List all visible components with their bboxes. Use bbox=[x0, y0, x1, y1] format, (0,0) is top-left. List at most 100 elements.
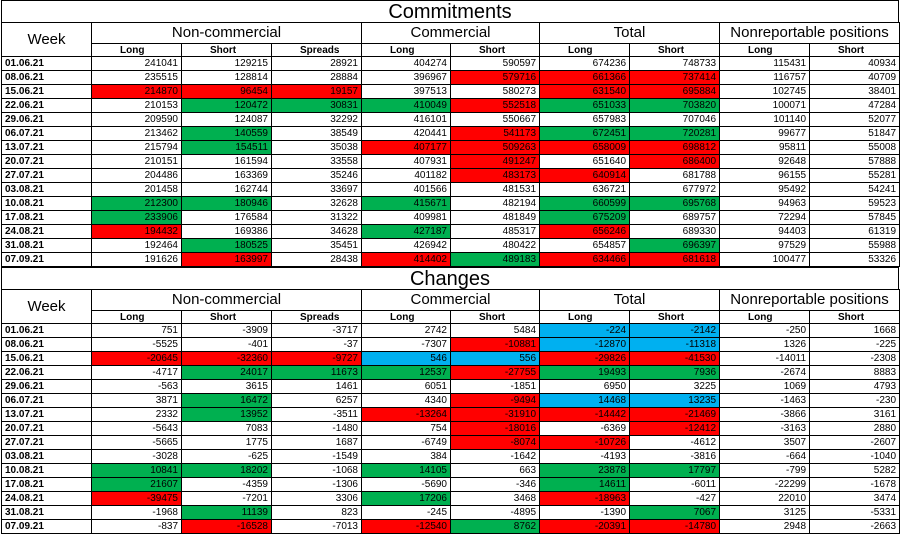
value-cell: 681618 bbox=[629, 252, 721, 267]
group-header-commercial: Commercial bbox=[360, 289, 541, 311]
value-cell: 407177 bbox=[361, 140, 451, 155]
value-cell: 3474 bbox=[809, 491, 900, 506]
table-row: 06.07.21 213462 140559 38549 420441 541173 672… bbox=[1, 126, 900, 141]
value-cell: -3163 bbox=[719, 421, 811, 436]
value-cell: 426942 bbox=[361, 238, 451, 253]
value-cell: 556 bbox=[449, 351, 541, 366]
value-cell: 1326 bbox=[719, 337, 811, 352]
value-cell: 7936 bbox=[629, 365, 721, 380]
value-cell: 677972 bbox=[629, 182, 721, 197]
week-cell: 27.07.21 bbox=[1, 435, 92, 450]
value-cell: 140559 bbox=[181, 126, 272, 141]
value-cell: 18202 bbox=[181, 463, 272, 478]
week-cell: 13.07.21 bbox=[1, 407, 92, 422]
value-cell: 1461 bbox=[271, 379, 362, 394]
table-row: 13.07.21 2332 13952 -3511 -13264 -31910 -14442… bbox=[1, 407, 900, 422]
value-cell: -5665 bbox=[91, 435, 182, 450]
week-cell: 31.08.21 bbox=[1, 238, 92, 253]
value-cell: 35038 bbox=[271, 140, 362, 155]
table-row: 06.07.21 3871 16472 6257 4340 -9494 14468 13235… bbox=[1, 393, 900, 408]
table-row: 31.08.21 192464 180525 35451 426942 480422 654… bbox=[1, 238, 900, 253]
value-cell: 656246 bbox=[539, 224, 631, 239]
week-cell: 06.07.21 bbox=[1, 393, 92, 408]
value-cell: -1968 bbox=[91, 505, 182, 520]
value-cell: -16528 bbox=[181, 519, 272, 534]
value-cell: 751 bbox=[91, 323, 182, 338]
value-cell: 1687 bbox=[271, 435, 362, 450]
value-cell: 55008 bbox=[809, 140, 900, 155]
week-cell: 27.07.21 bbox=[1, 168, 92, 183]
value-cell: 483173 bbox=[449, 168, 541, 183]
value-cell: -3511 bbox=[271, 407, 362, 422]
value-cell: -401 bbox=[181, 337, 272, 352]
value-cell: 8883 bbox=[809, 365, 900, 380]
subheader-short: Short bbox=[181, 43, 272, 57]
table-row: 01.06.21 751 -3909 -3717 2742 5484 -224 -2142 -2… bbox=[1, 323, 900, 338]
week-cell: 03.08.21 bbox=[1, 449, 92, 464]
value-cell: 51847 bbox=[809, 126, 900, 141]
value-cell: 823 bbox=[271, 505, 362, 520]
value-cell: -245 bbox=[361, 505, 451, 520]
value-cell: 663 bbox=[449, 463, 541, 478]
value-cell: 235515 bbox=[91, 70, 182, 85]
value-cell: -20645 bbox=[91, 351, 182, 366]
value-cell: -10726 bbox=[539, 435, 631, 450]
value-cell: 54241 bbox=[809, 182, 900, 197]
value-cell: 1668 bbox=[809, 323, 900, 338]
week-cell: 07.09.21 bbox=[1, 519, 92, 534]
value-cell: 681788 bbox=[629, 168, 721, 183]
value-cell: 38549 bbox=[271, 126, 362, 141]
value-cell: 384 bbox=[361, 449, 451, 464]
subheader-long: Long bbox=[719, 310, 811, 324]
value-cell: -346 bbox=[449, 477, 541, 492]
value-cell: -1549 bbox=[271, 449, 362, 464]
table-row: 13.07.21 215794 154511 35038 407177 509263 658… bbox=[1, 140, 900, 155]
value-cell: 22010 bbox=[719, 491, 811, 506]
value-cell: 6051 bbox=[361, 379, 451, 394]
value-cell: 40934 bbox=[809, 56, 900, 71]
value-cell: -225 bbox=[809, 337, 900, 352]
subheader-long: Long bbox=[539, 43, 631, 57]
value-cell: 13952 bbox=[181, 407, 272, 422]
value-cell: -2607 bbox=[809, 435, 900, 450]
table-row: 15.06.21 214870 96454 19157 397513 580273 6315… bbox=[1, 84, 900, 99]
value-cell: -625 bbox=[181, 449, 272, 464]
value-cell: -1851 bbox=[449, 379, 541, 394]
value-cell: 38401 bbox=[809, 84, 900, 99]
value-cell: 57888 bbox=[809, 154, 900, 169]
value-cell: 116757 bbox=[719, 70, 811, 85]
subheader-long: Long bbox=[91, 310, 182, 324]
value-cell: -2663 bbox=[809, 519, 900, 534]
value-cell: 5484 bbox=[449, 323, 541, 338]
value-cell: 154511 bbox=[181, 140, 272, 155]
value-cell: 654857 bbox=[539, 238, 631, 253]
value-cell: 3125 bbox=[719, 505, 811, 520]
value-cell: 31322 bbox=[271, 210, 362, 225]
subheader-spreads: Spreads bbox=[271, 43, 362, 57]
value-cell: 40709 bbox=[809, 70, 900, 85]
value-cell: 14468 bbox=[539, 393, 631, 408]
value-cell: 4793 bbox=[809, 379, 900, 394]
value-cell: 407931 bbox=[361, 154, 451, 169]
value-cell: -6011 bbox=[629, 477, 721, 492]
value-cell: 489183 bbox=[449, 252, 541, 267]
value-cell: -12540 bbox=[361, 519, 451, 534]
value-cell: 32292 bbox=[271, 112, 362, 127]
value-cell: 35451 bbox=[271, 238, 362, 253]
week-cell: 20.07.21 bbox=[1, 154, 92, 169]
value-cell: 634466 bbox=[539, 252, 631, 267]
value-cell: -1678 bbox=[809, 477, 900, 492]
subheader-short: Short bbox=[809, 310, 900, 324]
table-row: 07.09.21 191626 163997 28438 414402 489183 634… bbox=[1, 252, 900, 267]
value-cell: 11139 bbox=[181, 505, 272, 520]
value-cell: 128814 bbox=[181, 70, 272, 85]
value-cell: -22299 bbox=[719, 477, 811, 492]
value-cell: 57845 bbox=[809, 210, 900, 225]
value-cell: -12870 bbox=[539, 337, 631, 352]
section-title: Commitments bbox=[1, 0, 899, 23]
value-cell: 210151 bbox=[91, 154, 182, 169]
value-cell: 169386 bbox=[181, 224, 272, 239]
value-cell: -224 bbox=[539, 323, 631, 338]
value-cell: 129215 bbox=[181, 56, 272, 71]
value-cell: 180525 bbox=[181, 238, 272, 253]
